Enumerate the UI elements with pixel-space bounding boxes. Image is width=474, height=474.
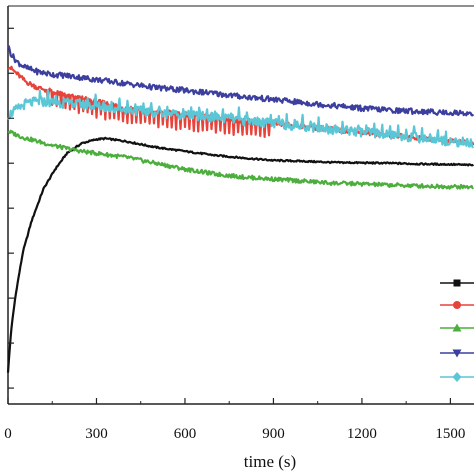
legend-marker-4	[452, 349, 462, 358]
series-line-3	[7, 129, 474, 190]
series-layer	[6, 45, 474, 373]
x-axis-label: time (s)	[244, 452, 296, 471]
x-tick-label: 600	[174, 426, 197, 442]
series-line-4	[7, 45, 474, 117]
y-axis	[8, 27, 14, 389]
x-tick-label: 900	[262, 426, 285, 442]
plot-frame	[7, 5, 474, 405]
x-tick-label: 1500	[435, 426, 465, 442]
legend-marker-1	[453, 279, 461, 287]
legend-marker-2	[453, 301, 461, 309]
x-axis: 0 300 600 900 1200 1500	[4, 398, 465, 442]
x-tick-label: 1200	[347, 426, 377, 442]
series-line-1	[6, 136, 474, 373]
series-line-5	[7, 89, 474, 149]
x-tick-label: 300	[85, 426, 108, 442]
legend-marker-5	[452, 372, 462, 382]
legend	[440, 279, 474, 382]
x-tick-label: 0	[4, 426, 12, 442]
legend-marker-3	[452, 323, 462, 332]
